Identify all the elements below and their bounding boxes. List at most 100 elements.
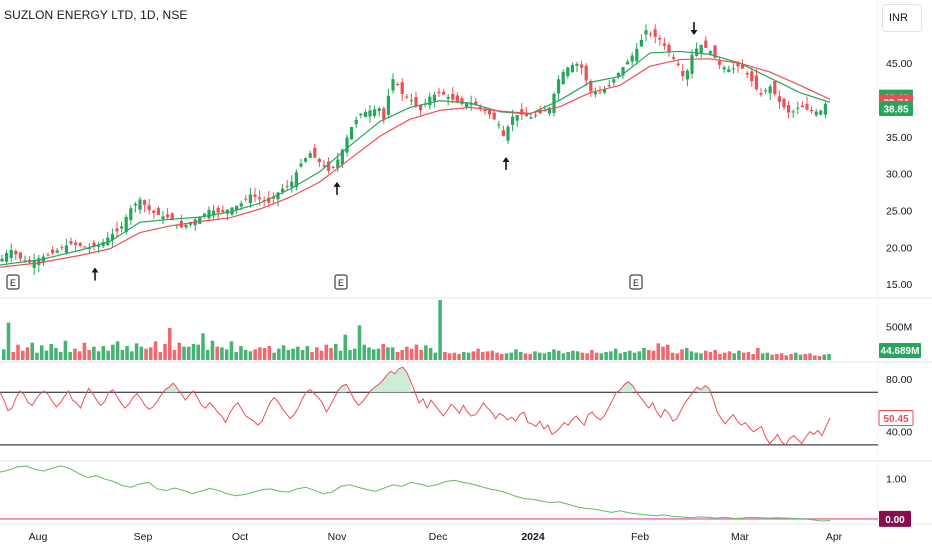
volume-bar: [514, 349, 518, 360]
currency-selector-button[interactable]: INR: [882, 4, 922, 32]
volume-bar: [210, 340, 215, 360]
candle-body: [368, 110, 372, 117]
candle-body: [386, 95, 390, 115]
candle-body: [138, 199, 142, 210]
volume-tick-label: 500M: [886, 322, 912, 334]
candle-body: [598, 92, 602, 94]
volume-bar: [632, 352, 637, 360]
volume-bar: [708, 352, 713, 360]
candle-body: [704, 40, 708, 48]
x-axis-label: Oct: [232, 531, 248, 543]
earnings-marker[interactable]: [6, 274, 20, 290]
volume-bar: [533, 351, 537, 360]
earnings-marker[interactable]: [334, 274, 348, 290]
volume-bar: [419, 350, 423, 360]
rsi-value-badge: [878, 409, 914, 426]
volume-bar: [779, 353, 784, 360]
earnings-marker[interactable]: [629, 274, 643, 290]
volume-bar: [585, 353, 589, 360]
lower-value-badge-label: 0.00: [885, 515, 905, 526]
candle-body: [147, 205, 151, 211]
volume-bar: [618, 353, 623, 360]
earnings-marker-label: E: [10, 278, 16, 288]
candle-body: [819, 110, 823, 115]
candle-body: [584, 65, 588, 81]
candle-body: [676, 63, 680, 66]
candle-body: [745, 73, 749, 75]
volume-bar: [63, 340, 68, 360]
candle-body: [727, 69, 731, 73]
candle-body: [152, 210, 156, 213]
volume-bar: [642, 348, 646, 360]
volume-bar: [604, 352, 608, 360]
signal-up-arrow-head: [91, 267, 99, 273]
candle-body: [451, 93, 455, 100]
volume-bar: [675, 353, 680, 360]
candle-body: [787, 105, 791, 113]
volume-bar: [528, 354, 532, 360]
candle-body: [593, 92, 597, 95]
candle-body: [304, 158, 308, 162]
volume-bar: [466, 352, 471, 360]
candle-body: [87, 247, 91, 249]
volume-bar: [661, 346, 665, 360]
volume-bar: [518, 352, 523, 360]
candle-body: [823, 103, 827, 115]
rsi-tick-label: 80.00: [886, 374, 912, 386]
volume-bar: [433, 352, 438, 360]
candle-body: [124, 216, 128, 232]
candle-body: [317, 158, 321, 163]
rsi-overbought-fill: [165, 383, 178, 393]
volume-bar: [82, 342, 87, 360]
price-value-badge: [879, 101, 913, 117]
signal-up-arrow-head: [333, 181, 341, 187]
volume-bar: [789, 354, 793, 360]
volume-bar: [798, 354, 803, 360]
candle-body: [764, 90, 768, 92]
volume-bar: [139, 346, 144, 360]
x-axis-label: Dec: [429, 531, 448, 543]
rsi-overbought-fill: [370, 367, 411, 393]
candle-body: [101, 242, 105, 247]
volume-bar: [343, 334, 348, 360]
candle-body: [667, 44, 671, 53]
candle-body: [800, 105, 804, 108]
candle-body: [534, 115, 538, 117]
earnings-marker-label: E: [633, 278, 639, 288]
candle-body: [791, 111, 795, 113]
volume-bar: [438, 300, 442, 360]
volume-bar: [291, 348, 295, 360]
candle-body: [239, 203, 243, 207]
volume-bar: [68, 352, 72, 360]
volume-bar: [476, 348, 480, 360]
candle-body: [672, 57, 676, 59]
volume-bar: [168, 328, 172, 360]
candle-body: [106, 237, 110, 246]
volume-bar: [395, 352, 400, 360]
volume-bar: [651, 350, 656, 360]
volume-bar: [39, 345, 44, 360]
candle-body: [626, 61, 630, 65]
candle-body: [488, 110, 492, 115]
volume-bar: [234, 352, 238, 360]
volume-bar: [144, 348, 148, 360]
candle-body: [9, 249, 13, 258]
volume-bar: [495, 352, 499, 360]
candle-body: [202, 213, 206, 216]
volume-bar: [566, 352, 570, 360]
candle-body: [170, 213, 174, 221]
candle-body: [557, 79, 561, 94]
volume-bar: [580, 352, 585, 360]
volume-bar: [30, 342, 34, 360]
volume-bar: [500, 354, 504, 360]
volume-bar: [808, 353, 812, 360]
volume-bar: [134, 343, 139, 360]
rsi-overbought-fill: [697, 385, 710, 393]
candle-body: [46, 254, 50, 256]
candle-body: [506, 126, 510, 141]
rsi-value-badge-label: 50.45: [883, 414, 908, 425]
volume-bar: [803, 354, 808, 360]
candle-body: [5, 253, 9, 262]
